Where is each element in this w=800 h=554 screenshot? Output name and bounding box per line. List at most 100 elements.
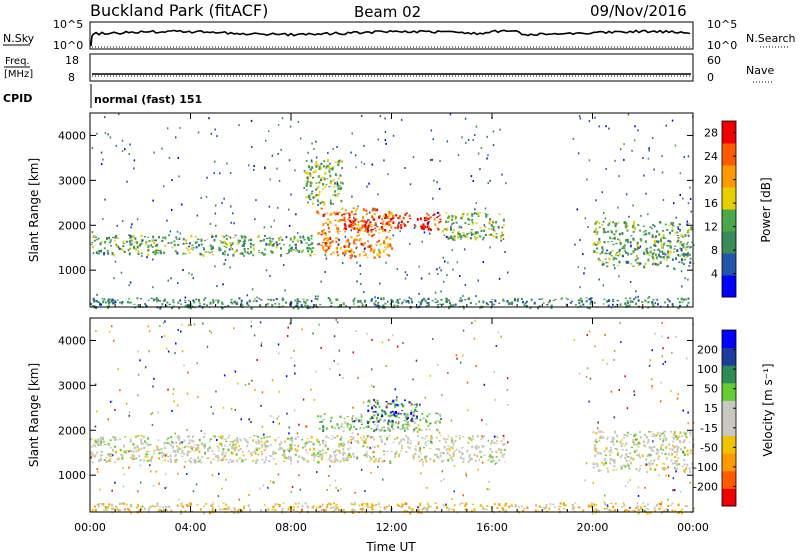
echo-cell: [638, 470, 641, 472]
echo-cell: [605, 125, 607, 128]
echo-cell: [469, 454, 472, 456]
echo-cell: [645, 250, 648, 253]
echo-cell: [442, 452, 445, 455]
echo-cell: [305, 242, 308, 244]
echo-cell: [648, 296, 650, 298]
echo-cell: [118, 247, 121, 250]
echo-cell: [592, 462, 595, 465]
echo-cell: [169, 230, 172, 233]
echo-cell: [689, 470, 691, 474]
echo-cell: [342, 430, 345, 432]
echo-cell: [310, 160, 313, 163]
echo-cell: [672, 202, 675, 205]
echo-cell: [370, 249, 372, 252]
echo-cell: [158, 482, 160, 485]
echo-cell: [241, 450, 244, 453]
echo-cell: [394, 421, 397, 424]
echo-cell: [250, 119, 253, 122]
echo-cell: [645, 248, 648, 251]
echo-cell: [364, 223, 367, 227]
echo-cell: [254, 450, 257, 452]
echo-cell: [510, 302, 513, 305]
echo-cell: [263, 238, 265, 240]
echo-cell: [608, 257, 611, 261]
echo-cell: [590, 504, 593, 508]
echo-cell: [686, 223, 689, 226]
echo-cell: [440, 480, 443, 482]
echo-cell: [279, 447, 282, 450]
echo-cell: [396, 403, 398, 406]
echo-cell: [366, 446, 369, 449]
echo-cell: [496, 507, 499, 509]
echo-cell: [434, 502, 437, 504]
echo-cell: [336, 321, 339, 324]
echo-cell: [455, 221, 458, 224]
echo-cell: [280, 247, 282, 250]
echo-cell: [483, 445, 486, 448]
echo-cell: [339, 444, 342, 446]
echo-cell: [162, 300, 165, 302]
echo-cell: [492, 221, 495, 223]
echo-cell: [152, 251, 155, 254]
echo-cell: [613, 459, 616, 462]
echo-cell: [180, 511, 183, 515]
echo-cell: [319, 416, 322, 419]
echo-cell: [325, 257, 328, 260]
echo-cell: [202, 247, 205, 249]
echo-cell: [406, 425, 409, 429]
echo-cell: [106, 250, 109, 252]
echo-cell: [373, 248, 376, 252]
echo-cell: [209, 440, 211, 442]
echo-cell: [618, 175, 620, 178]
echo-cell: [267, 299, 270, 301]
echo-cell: [485, 508, 488, 511]
echo-cell: [309, 184, 312, 187]
echo-cell: [232, 440, 235, 443]
echo-cell: [415, 427, 418, 429]
echo-cell: [177, 329, 179, 332]
echo-cell: [686, 431, 689, 433]
echo-cell: [137, 350, 139, 353]
echo-cell: [374, 227, 377, 230]
echo-cell: [328, 502, 330, 505]
echo-cell: [337, 232, 340, 234]
echo-cell: [326, 503, 329, 506]
echo-cell: [213, 435, 216, 438]
echo-cell: [402, 404, 405, 408]
echo-cell: [263, 504, 266, 506]
echo-cell: [235, 249, 238, 252]
echo-cell: [354, 502, 357, 506]
echo-cell: [686, 241, 689, 244]
echo-cell: [385, 506, 388, 508]
echo-cell: [305, 196, 308, 199]
echo-cell: [350, 225, 353, 228]
echo-cell: [218, 246, 221, 250]
echo-cell: [374, 303, 376, 306]
echo-cell: [597, 510, 600, 513]
echo-cell: [644, 240, 647, 244]
echo-cell: [594, 243, 597, 246]
echo-cell: [637, 295, 639, 298]
echo-cell: [507, 441, 509, 444]
echo-cell: [251, 288, 254, 291]
echo-cell: [443, 478, 445, 481]
echo-cell: [474, 459, 477, 462]
echo-cell: [409, 218, 412, 220]
echo-cell: [675, 454, 678, 456]
echo-cell: [616, 299, 619, 302]
echo-cell: [102, 218, 104, 220]
echo-cell: [647, 301, 650, 304]
echo-cell: [200, 461, 203, 464]
echo-cell: [416, 410, 418, 412]
echo-cell: [413, 429, 416, 431]
echo-cell: [397, 423, 400, 425]
echo-cell: [441, 460, 444, 463]
echo-cell: [195, 460, 198, 463]
echo-cell: [523, 507, 526, 510]
echo-cell: [373, 398, 376, 402]
echo-cell: [150, 413, 152, 416]
echo-cell: [377, 193, 379, 196]
echo-cell: [688, 228, 691, 231]
echo-cell: [602, 284, 605, 287]
